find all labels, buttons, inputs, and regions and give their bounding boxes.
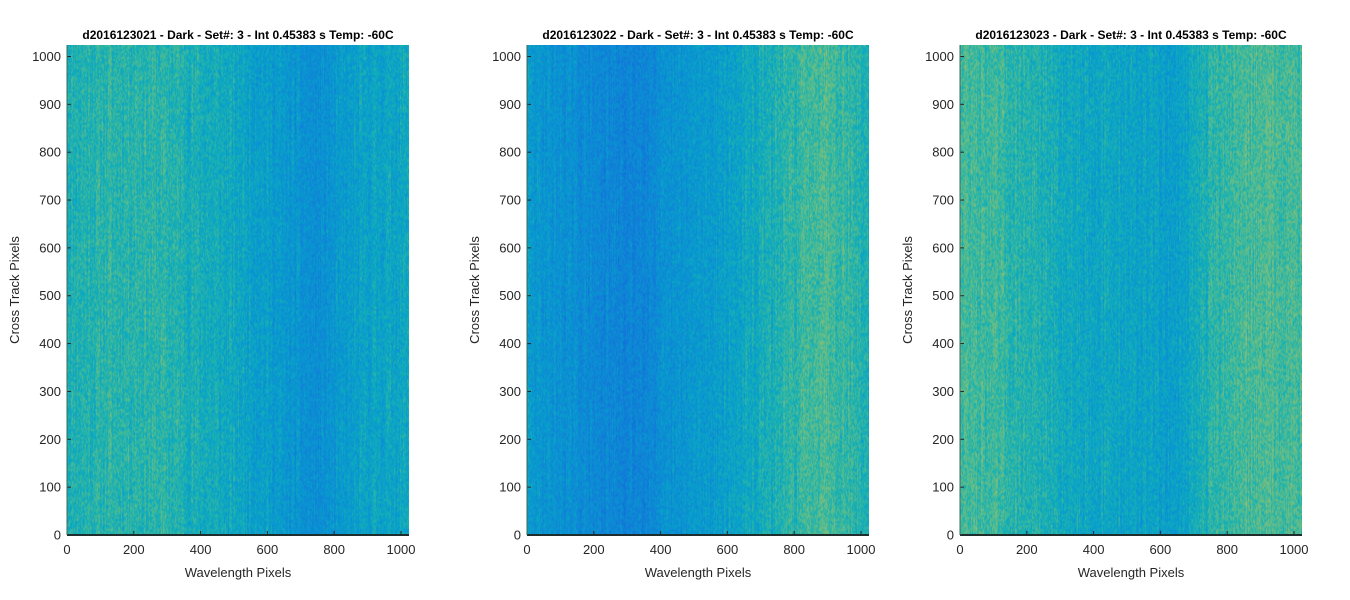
y-tick-label: 100 bbox=[499, 480, 521, 495]
panel-3-y-ticks: 0 100 200 300 400 500 600 700 800 900 1000 bbox=[925, 49, 964, 543]
panel-1: d2016123021 - Dark - Set#: 3 - Int 0.453… bbox=[7, 28, 415, 580]
x-tick-label: 0 bbox=[523, 542, 530, 557]
x-tick-label: 600 bbox=[1150, 542, 1172, 557]
x-tick-label: 1000 bbox=[1280, 542, 1309, 557]
panel-3-title: d2016123023 - Dark - Set#: 3 - Int 0.453… bbox=[975, 28, 1287, 42]
y-tick-label: 700 bbox=[39, 193, 61, 208]
y-tick-label: 1000 bbox=[925, 49, 954, 64]
y-tick-label: 500 bbox=[39, 288, 61, 303]
y-tick-label: 300 bbox=[932, 384, 954, 399]
panel-1-y-ticks: 0 100 200 300 400 500 600 700 800 900 1000 bbox=[32, 49, 71, 543]
y-tick-label: 500 bbox=[499, 288, 521, 303]
y-tick-label: 200 bbox=[499, 432, 521, 447]
panel-1-x-ticks: 0 200 400 600 800 1000 bbox=[63, 531, 415, 557]
panel-1-xlabel: Wavelength Pixels bbox=[185, 565, 292, 580]
x-tick-label: 200 bbox=[1016, 542, 1038, 557]
y-tick-label: 200 bbox=[39, 432, 61, 447]
y-tick-label: 1000 bbox=[492, 49, 521, 64]
panel-2-y-ticks: 0 100 200 300 400 500 600 700 800 900 1000 bbox=[492, 49, 531, 543]
x-tick-label: 800 bbox=[323, 542, 345, 557]
y-tick-label: 0 bbox=[947, 528, 954, 543]
panel-3: d2016123023 - Dark - Set#: 3 - Int 0.453… bbox=[900, 28, 1308, 580]
panel-2: d2016123022 - Dark - Set#: 3 - Int 0.453… bbox=[467, 28, 875, 580]
y-tick-label: 900 bbox=[932, 97, 954, 112]
y-tick-label: 400 bbox=[932, 336, 954, 351]
x-tick-label: 600 bbox=[257, 542, 279, 557]
y-tick-label: 200 bbox=[932, 432, 954, 447]
y-tick-label: 700 bbox=[499, 193, 521, 208]
x-tick-label: 0 bbox=[63, 542, 70, 557]
panel-2-title: d2016123022 - Dark - Set#: 3 - Int 0.453… bbox=[542, 28, 854, 42]
y-tick-label: 800 bbox=[499, 145, 521, 160]
y-tick-label: 900 bbox=[39, 97, 61, 112]
y-tick-label: 600 bbox=[932, 240, 954, 255]
panel-2-heatmap bbox=[527, 45, 869, 535]
panel-1-heatmap bbox=[67, 45, 409, 535]
panel-2-ylabel: Cross Track Pixels bbox=[467, 236, 482, 344]
y-tick-label: 500 bbox=[932, 288, 954, 303]
x-tick-label: 400 bbox=[1083, 542, 1105, 557]
x-tick-label: 1000 bbox=[847, 542, 876, 557]
y-tick-label: 800 bbox=[932, 145, 954, 160]
y-tick-label: 0 bbox=[514, 528, 521, 543]
x-tick-label: 200 bbox=[583, 542, 605, 557]
panel-3-ylabel: Cross Track Pixels bbox=[900, 236, 915, 344]
panel-2-x-ticks: 0 200 400 600 800 1000 bbox=[523, 531, 875, 557]
y-tick-label: 700 bbox=[932, 193, 954, 208]
x-tick-label: 800 bbox=[783, 542, 805, 557]
x-tick-label: 0 bbox=[956, 542, 963, 557]
panel-3-heatmap bbox=[960, 45, 1302, 535]
panel-3-x-ticks: 0 200 400 600 800 1000 bbox=[956, 531, 1308, 557]
y-tick-label: 100 bbox=[932, 480, 954, 495]
panel-3-xlabel: Wavelength Pixels bbox=[1078, 565, 1185, 580]
x-tick-label: 200 bbox=[123, 542, 145, 557]
y-tick-label: 100 bbox=[39, 480, 61, 495]
y-tick-label: 300 bbox=[499, 384, 521, 399]
panel-1-ylabel: Cross Track Pixels bbox=[7, 236, 22, 344]
panel-1-title: d2016123021 - Dark - Set#: 3 - Int 0.453… bbox=[82, 28, 394, 42]
x-tick-label: 400 bbox=[190, 542, 212, 557]
y-tick-label: 900 bbox=[499, 97, 521, 112]
y-tick-label: 0 bbox=[54, 528, 61, 543]
y-tick-label: 600 bbox=[499, 240, 521, 255]
y-tick-label: 1000 bbox=[32, 49, 61, 64]
y-tick-label: 600 bbox=[39, 240, 61, 255]
x-tick-label: 400 bbox=[650, 542, 672, 557]
y-tick-label: 800 bbox=[39, 145, 61, 160]
x-tick-label: 1000 bbox=[387, 542, 416, 557]
panel-2-xlabel: Wavelength Pixels bbox=[645, 565, 752, 580]
y-tick-label: 400 bbox=[499, 336, 521, 351]
x-tick-label: 800 bbox=[1216, 542, 1238, 557]
y-tick-label: 300 bbox=[39, 384, 61, 399]
x-tick-label: 600 bbox=[717, 542, 739, 557]
y-tick-label: 400 bbox=[39, 336, 61, 351]
